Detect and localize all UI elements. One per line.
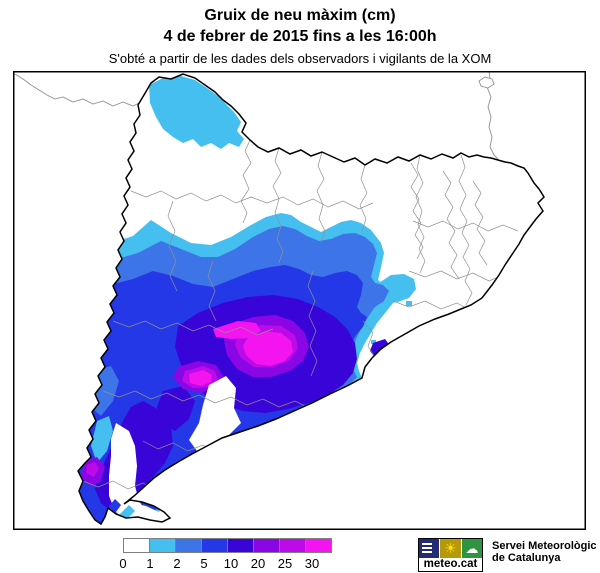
west-cyan-streak <box>91 416 113 463</box>
organization-name: Servei Meteorològic de Catalunya <box>492 540 597 564</box>
legend-swatch <box>149 538 176 553</box>
external-boundaries <box>14 71 499 160</box>
map-frame-border <box>13 71 586 530</box>
legend-swatch <box>253 538 280 553</box>
logo-squares: ☀ ☁ <box>419 539 482 558</box>
legend-tick: 25 <box>277 556 293 571</box>
cloud-icon: ☁ <box>461 539 482 558</box>
legend-swatch <box>175 538 202 553</box>
legend-tick: 0 <box>119 556 127 571</box>
org-name-line2: de Catalunya <box>492 552 561 564</box>
comarca-boundaries <box>82 139 519 492</box>
legend-swatch <box>201 538 228 553</box>
catalonia-border <box>77 73 545 526</box>
page-subtitle: S'obté a partir de les dades dels observ… <box>108 51 492 66</box>
sun-icon: ☀ <box>440 539 462 558</box>
legend-tick: 20 <box>250 556 266 571</box>
meteocat-logo: ☀ ☁ meteo.cat <box>418 538 483 572</box>
menu-bars-icon <box>419 539 441 558</box>
legend-tick: 30 <box>304 556 320 571</box>
org-name-line1: Servei Meteorològic <box>492 540 597 552</box>
snow-layer-30plus-cm <box>189 321 293 386</box>
legend-tick: 2 <box>173 556 181 571</box>
header: Gruix de neu màxim (cm) 4 de febrer de 2… <box>0 0 600 67</box>
logo-text: meteo.cat <box>423 558 478 570</box>
legend-tick: 10 <box>223 556 239 571</box>
llivia-exclave <box>478 76 495 89</box>
legend-swatch <box>279 538 306 553</box>
page-title: Gruix de neu màxim (cm) <box>204 7 396 24</box>
snow-depth-legend: 0 1 2 5 10 20 25 30 <box>119 538 363 572</box>
legend-swatch <box>305 538 332 553</box>
legend-swatches <box>123 538 332 553</box>
legend-swatch <box>227 538 254 553</box>
legend-tick: 5 <box>200 556 208 571</box>
catalonia-snow-map <box>13 71 586 530</box>
legend-tick: 1 <box>146 556 154 571</box>
map-frame <box>13 71 586 530</box>
legend-swatch <box>123 538 150 553</box>
page-title-date: 4 de febrer de 2015 fins a les 16:00h <box>163 28 437 45</box>
